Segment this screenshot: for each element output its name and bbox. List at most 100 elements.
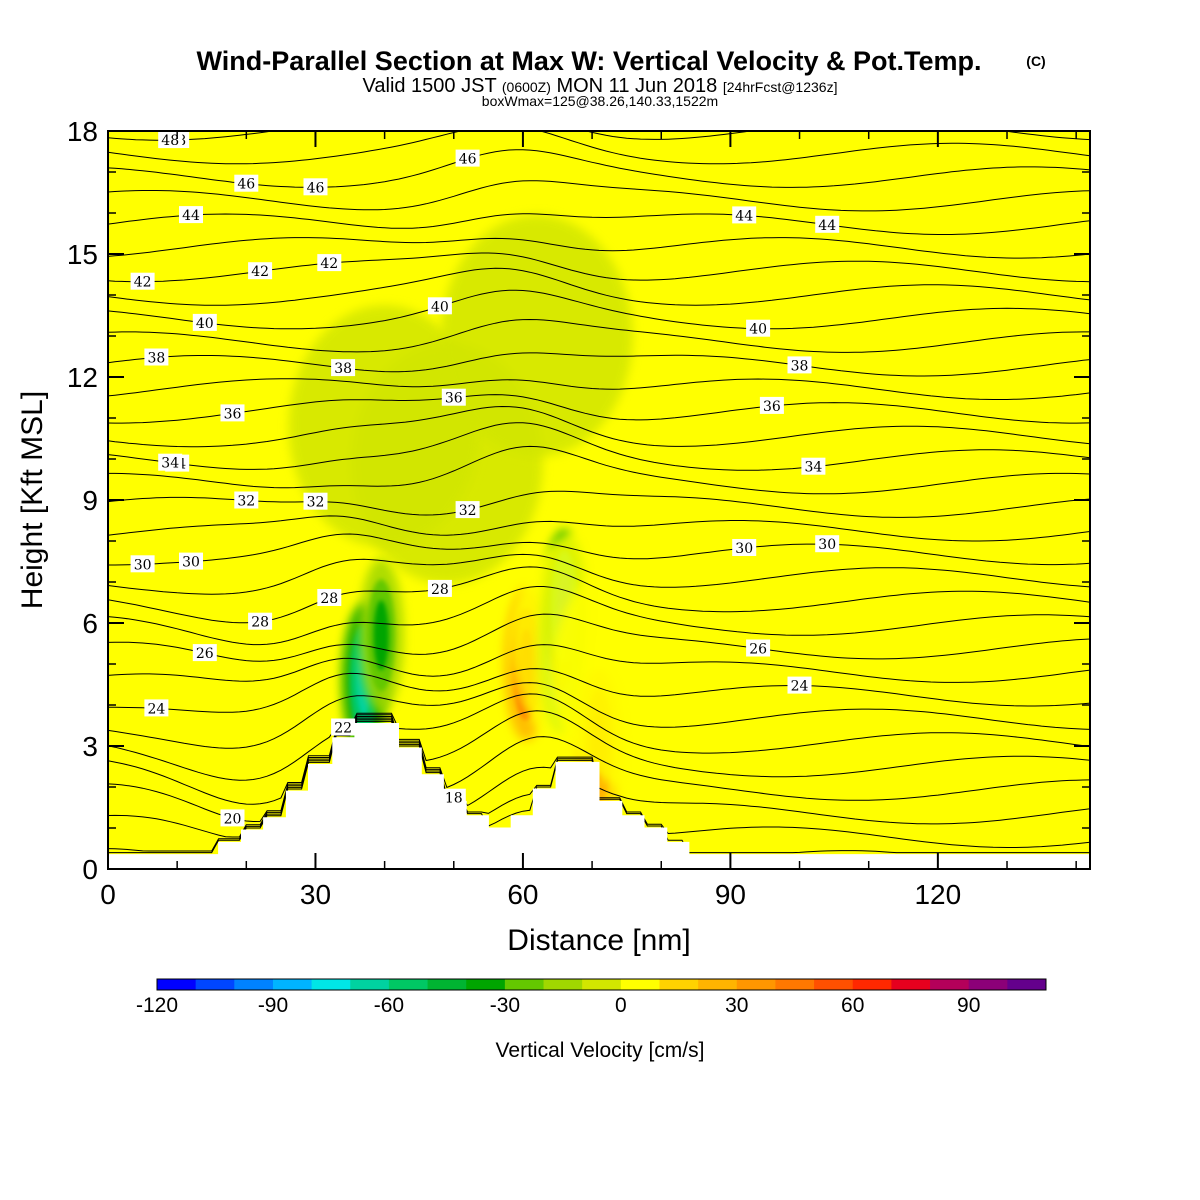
colorbar-swatch — [427, 979, 467, 990]
contour-label: 48 — [801, 131, 826, 132]
contour-label: 30 — [732, 539, 757, 557]
contour-label-text: 42 — [320, 256, 338, 272]
contour-label-text: 36 — [445, 391, 463, 407]
contour-label: 40 — [192, 313, 217, 332]
w-region-core — [373, 600, 389, 671]
contour-label-text: 40 — [196, 316, 214, 332]
colorbar-swatch — [852, 979, 892, 990]
colorbar-swatch — [698, 979, 738, 990]
w-region-outer — [108, 194, 239, 437]
colorbar-swatch — [1007, 979, 1047, 990]
contour-label-text: 28 — [431, 582, 449, 598]
subtitle-date: MON 11 Jun 2018 — [551, 75, 723, 97]
contour-label-box — [732, 206, 757, 224]
x-tick-label: 30 — [300, 879, 331, 910]
isentrope-line — [108, 131, 1090, 165]
contour-label: 32 — [303, 492, 328, 511]
isentrope-line — [108, 515, 1090, 542]
contour-label: 34 — [158, 453, 183, 472]
w-region-outer — [911, 174, 1090, 416]
w-region-outer — [440, 215, 633, 457]
isentrope-line — [108, 378, 1090, 400]
contour-label-box — [158, 131, 183, 149]
contour-label-box — [220, 809, 245, 827]
contour-label-box — [746, 319, 771, 337]
contour-label-text: 38 — [334, 361, 352, 377]
contour-label: 48 — [158, 131, 183, 149]
x-tick-label: 60 — [507, 879, 538, 910]
colorbar-tick-label: 30 — [725, 994, 748, 1017]
contour-label: 38 — [787, 356, 812, 374]
terrain-mask — [107, 723, 1091, 870]
isentrope-line — [108, 405, 1090, 448]
isentrope-line — [108, 445, 1090, 495]
y-tick-label: 18 — [67, 116, 98, 147]
contour-label-text: 26 — [749, 642, 767, 658]
contour-label: 26 — [192, 644, 217, 662]
colorbar-swatch — [504, 979, 545, 990]
colorbar-swatch — [736, 979, 776, 990]
isentrope-line — [108, 644, 1090, 683]
subtitle-forecast: [24hrFcst@1236z] — [723, 79, 838, 95]
contour-label-text: 32 — [307, 495, 325, 511]
x-tick-label: 0 — [100, 879, 116, 910]
x-tick-label: 120 — [914, 879, 961, 910]
contour-label-text: 30 — [818, 537, 836, 553]
contour-label: 30 — [815, 535, 840, 553]
y-tick-labels: 0 3 6 9 12 15 18 — [67, 116, 98, 885]
contour-label: 44 — [732, 206, 757, 224]
contour-label-box — [303, 492, 328, 510]
contour-label-box — [192, 313, 217, 331]
colorbar-swatch — [659, 979, 699, 990]
contour-label: 42 — [130, 272, 155, 291]
contour-label: 46 — [303, 178, 328, 196]
contour-label: 24 — [787, 676, 812, 695]
contour-label: 46 — [234, 174, 259, 193]
colorbar-tick-label: -30 — [490, 994, 520, 1017]
contour-label-text: 44 — [735, 208, 753, 224]
figure-subtitle-box: boxWmax=125@38.26,140.33,1522m — [482, 93, 718, 109]
contour-label-box — [455, 501, 480, 519]
contour-label-box — [801, 457, 826, 475]
contour-label: 36 — [759, 396, 784, 415]
contour-label-box — [130, 272, 155, 290]
colorbar-swatch — [388, 979, 429, 990]
isentrope-line — [108, 352, 1090, 377]
isentrope-line — [108, 394, 1090, 424]
contour-label-text: 46 — [459, 152, 477, 168]
contour-label-text: 36 — [224, 406, 242, 422]
isentrope-line — [108, 716, 1090, 823]
contour-label-text: 20 — [224, 811, 242, 827]
colorbar-tick-label: 60 — [841, 994, 864, 1017]
contour-label-text: 44 — [182, 208, 200, 224]
colorbar-swatch — [195, 979, 235, 990]
w-region-outer — [758, 399, 951, 642]
colorbar-swatch — [234, 979, 274, 990]
contour-label-text: 32 — [237, 494, 255, 510]
contour-label-box — [441, 788, 466, 806]
contour-label-text: 42 — [134, 275, 152, 291]
colorbar-frame — [156, 978, 1047, 991]
colorbar-tick-label: -120 — [136, 994, 178, 1017]
copyright-mark: (C) — [1026, 53, 1045, 69]
colorbar-swatch — [582, 979, 622, 990]
isentrope-line — [108, 710, 1090, 805]
contour-label-text: 28 — [320, 591, 338, 607]
subtitle-valid: Valid 1500 JST — [363, 75, 502, 97]
colorbar-swatch — [157, 979, 197, 990]
contour-label: 42 — [248, 262, 273, 280]
contour-label-box — [248, 612, 273, 630]
contour-label-text: 38 — [791, 358, 809, 374]
contour-label: 28 — [317, 589, 342, 607]
contour-label-box — [331, 359, 356, 377]
contour-label: 18 — [441, 788, 466, 807]
contour-label: 42 — [317, 254, 342, 272]
contour-label-text: 28 — [251, 615, 269, 631]
contour-label-box — [732, 539, 757, 556]
x-axis-label: Distance [nm] — [507, 924, 690, 957]
y-tick-label: 15 — [67, 239, 98, 270]
colorbar-swatch — [350, 979, 390, 990]
contour-label-box — [759, 396, 784, 414]
contour-label-box — [234, 174, 259, 192]
